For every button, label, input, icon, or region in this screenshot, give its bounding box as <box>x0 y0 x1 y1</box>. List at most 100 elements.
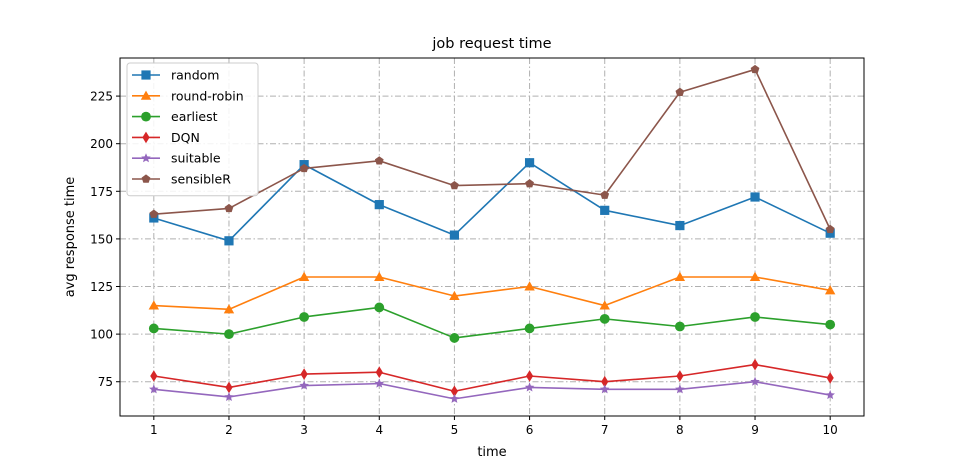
y-tick-label: 150 <box>90 232 113 246</box>
data-point <box>374 378 385 388</box>
data-point <box>675 384 685 394</box>
series-dqn <box>150 358 834 398</box>
data-point <box>524 281 535 291</box>
data-point <box>825 228 835 238</box>
legend-label: DQN <box>171 130 200 145</box>
series-suitable <box>149 376 835 403</box>
y-tick-label: 175 <box>90 185 113 199</box>
data-point <box>450 385 459 398</box>
series-line <box>153 68 831 230</box>
data-point <box>600 190 610 199</box>
data-point <box>750 192 760 202</box>
series-line <box>153 276 831 311</box>
data-point <box>449 393 460 403</box>
data-point <box>374 271 385 281</box>
data-point <box>599 384 610 394</box>
y-tick-label: 100 <box>90 328 113 342</box>
data-point <box>750 376 760 386</box>
legend-label: sensibleR <box>171 172 231 187</box>
data-point <box>449 290 460 301</box>
data-point <box>449 230 460 240</box>
legend-marker <box>141 70 151 80</box>
x-tick-label: 9 <box>751 423 759 437</box>
legend-item: random <box>132 68 219 83</box>
data-point <box>524 158 535 168</box>
data-point <box>148 323 159 334</box>
data-point <box>599 313 610 324</box>
legend-label: earliest <box>171 109 218 124</box>
data-point <box>825 224 835 234</box>
data-point <box>224 203 234 213</box>
y-axis-label: avg response time <box>63 177 78 298</box>
legend-item: suitable <box>132 151 221 166</box>
legend-marker <box>142 131 150 144</box>
data-point <box>599 300 610 310</box>
data-point <box>825 319 836 330</box>
series-earliest <box>148 302 836 343</box>
data-point <box>148 300 160 310</box>
legend-item: earliest <box>132 109 218 124</box>
series-line <box>153 363 831 393</box>
x-tick-label: 3 <box>300 423 308 437</box>
y-tick-label: 200 <box>90 137 113 151</box>
data-point <box>224 329 234 340</box>
data-point <box>525 370 534 382</box>
x-tick-label: 7 <box>601 423 609 437</box>
data-point <box>450 180 459 190</box>
data-point <box>825 390 835 400</box>
data-point <box>149 209 159 218</box>
data-point <box>299 380 309 390</box>
data-point <box>299 163 309 173</box>
series-line <box>153 161 831 242</box>
series-sensibler <box>149 64 835 234</box>
data-point <box>824 285 836 295</box>
data-point <box>374 302 385 313</box>
data-point <box>224 391 234 401</box>
data-point <box>149 213 159 223</box>
chart-title: job request time <box>431 36 551 52</box>
legend-label: suitable <box>171 151 221 166</box>
data-point <box>674 321 685 332</box>
plot-area-frame <box>119 57 865 417</box>
x-tick-label: 2 <box>225 423 233 437</box>
series-round-robin <box>148 271 836 314</box>
legend-marker <box>141 111 151 122</box>
x-tick-label: 6 <box>526 423 534 437</box>
grid <box>120 58 864 416</box>
legend-marker <box>141 153 151 163</box>
data-point <box>525 179 534 188</box>
x-tick-label: 8 <box>676 423 684 437</box>
data-point <box>524 323 535 334</box>
data-point <box>600 205 610 215</box>
legend-label: round-robin <box>171 88 244 103</box>
data-point <box>601 375 609 388</box>
data-point <box>675 87 685 96</box>
data-point <box>374 156 384 165</box>
x-axis-label: time <box>477 445 506 460</box>
data-point <box>676 370 684 382</box>
data-point <box>826 372 834 384</box>
data-point <box>300 368 308 380</box>
data-point <box>374 200 384 210</box>
legend-marker <box>141 174 151 183</box>
legend: random round-robin earliest DQN suitable sens… <box>126 62 259 197</box>
legend-item: sensibleR <box>132 172 231 187</box>
data-point <box>298 271 310 281</box>
series-layer <box>148 64 836 403</box>
series-line <box>153 380 831 400</box>
data-point <box>149 384 159 394</box>
y-tick-label: 75 <box>98 375 113 389</box>
data-point <box>749 271 761 281</box>
data-point <box>224 236 234 246</box>
x-axis-ticks: 1 2 3 4 5 6 7 8 9 10 <box>150 416 838 437</box>
data-point <box>449 333 460 343</box>
legend-item: DQN <box>132 130 200 145</box>
x-tick-label: 4 <box>375 423 383 437</box>
x-tick-label: 10 <box>823 423 838 437</box>
x-tick-label: 5 <box>451 423 459 437</box>
y-tick-label: 125 <box>90 280 113 294</box>
data-point <box>223 304 235 314</box>
data-point <box>375 366 383 378</box>
data-point <box>750 64 760 74</box>
